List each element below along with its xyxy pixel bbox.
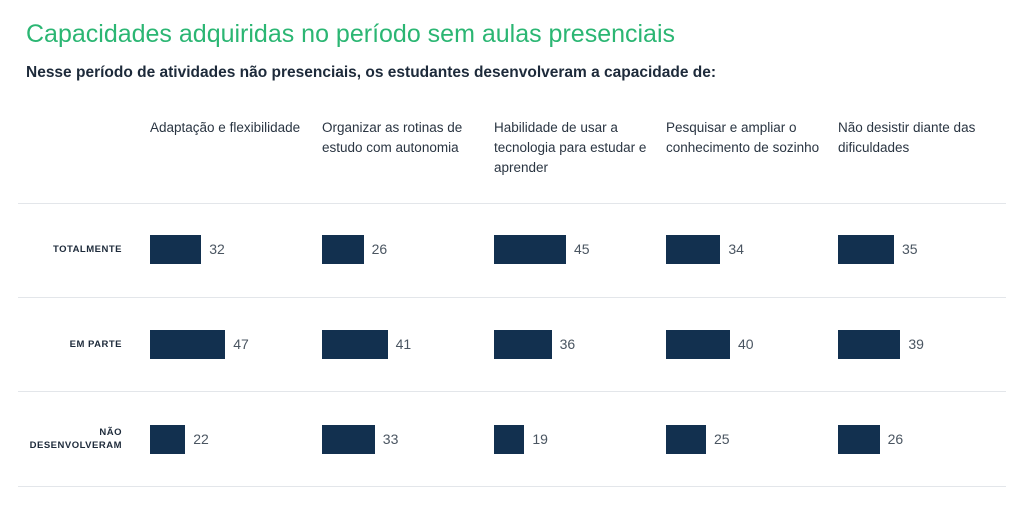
bar: [666, 234, 721, 264]
data-label: 35: [902, 240, 918, 257]
row-divider: [18, 391, 1006, 392]
data-label: 40: [738, 335, 754, 352]
column-header: Habilidade de usar a tecnologia para est…: [494, 120, 647, 175]
bar: [322, 329, 388, 359]
data-label: 26: [371, 240, 388, 257]
data-label: 47: [233, 335, 249, 352]
row-label: NÃO DESENVOLVERAM: [29, 427, 122, 451]
bar: [150, 424, 186, 454]
bar: [494, 424, 525, 454]
bar: [666, 329, 730, 359]
bar: [494, 329, 552, 359]
bar: [838, 424, 880, 454]
chart-subtitle: Nesse período de atividades não presenci…: [26, 64, 717, 81]
column-header: Adaptação e flexibilidade: [150, 120, 301, 135]
column-header: Pesquisar e ampliar o conhecimento de so…: [666, 120, 820, 155]
data-label: 41: [395, 335, 412, 352]
bar: [666, 424, 706, 454]
bar: [150, 234, 202, 264]
data-label: 33: [382, 430, 399, 447]
row-label: TOTALMENTE: [52, 243, 122, 255]
data-label: 32: [209, 240, 225, 257]
data-label: 45: [574, 240, 590, 257]
data-label: 25: [714, 430, 730, 447]
data-label: 26: [887, 430, 904, 447]
chart-title: Capacidades adquiridas no período sem au…: [26, 20, 676, 48]
bar: [838, 329, 901, 359]
bar: [322, 234, 364, 264]
row-divider: [18, 297, 1006, 298]
column-header: Organizar as rotinas de estudo com auton…: [322, 120, 463, 155]
data-label: 19: [532, 430, 548, 447]
bar: [322, 424, 375, 454]
bar: [150, 329, 226, 359]
data-label: 22: [193, 430, 209, 447]
row-label: EM PARTE: [69, 338, 122, 350]
bar: [838, 234, 894, 264]
row-divider: [18, 486, 1006, 487]
bar: [494, 234, 566, 264]
data-label: 39: [908, 335, 924, 352]
data-label: 34: [728, 240, 744, 257]
row-divider: [18, 203, 1006, 204]
data-label: 36: [559, 335, 576, 352]
column-header: Não desistir diante das dificuldades: [838, 120, 976, 155]
